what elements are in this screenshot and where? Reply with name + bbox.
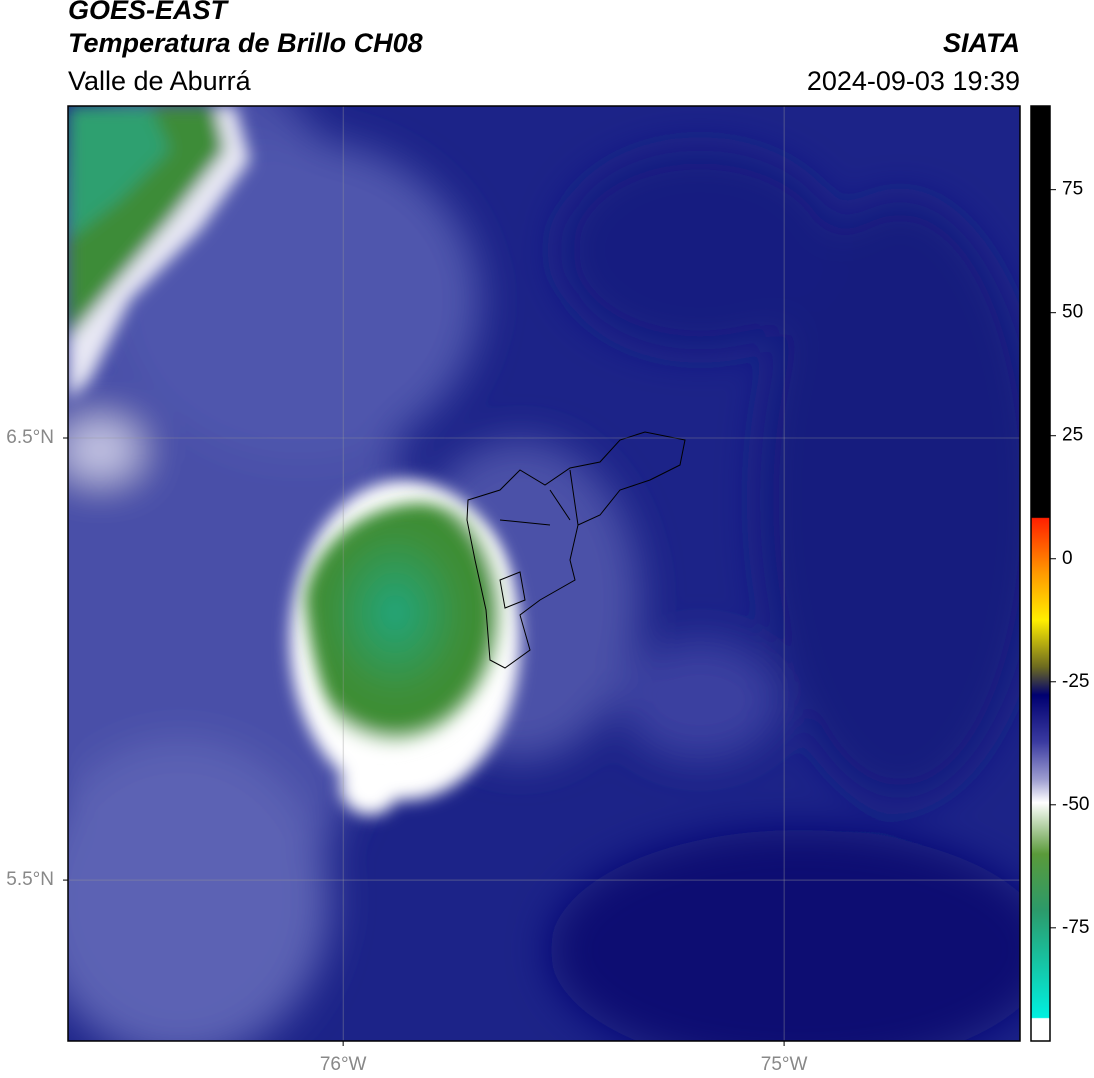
lat-tick-label: 5.5°N	[6, 869, 54, 890]
title: GOES-EAST	[68, 0, 230, 25]
colorbar-tick-label: -75	[1062, 917, 1089, 938]
lon-tick-label: 76°W	[320, 1054, 367, 1075]
subtitle: Temperatura de Brillo CH08	[68, 28, 423, 58]
colorbar-tick-label: 75	[1062, 179, 1083, 200]
region: Valle de Aburrá	[68, 66, 252, 96]
map-frame	[67, 105, 1021, 1042]
colorbar-tick-label: 25	[1062, 425, 1083, 446]
satellite-image	[68, 106, 1020, 1041]
colorbar	[1030, 105, 1051, 1042]
colorbar-tick-label: -50	[1062, 794, 1089, 815]
source: SIATA	[943, 28, 1020, 58]
colorbar-tick-label: -25	[1062, 671, 1089, 692]
lon-tick-label: 75°W	[761, 1054, 808, 1075]
colorbar-tick-label: 50	[1062, 302, 1083, 323]
colorbar-tick-label: 0	[1062, 548, 1073, 569]
lat-tick-label: 6.5°N	[6, 427, 54, 448]
datetime: 2024-09-03 19:39	[807, 66, 1020, 96]
